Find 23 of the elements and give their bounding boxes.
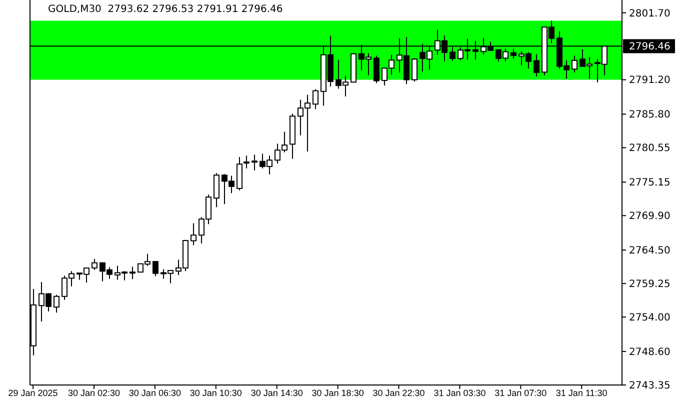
y-tick-label: 2785.80	[629, 110, 670, 121]
x-tick-label: 30 Jan 18:30	[312, 388, 364, 398]
x-tick-label: 30 Jan 10:30	[190, 388, 242, 398]
ref-line-label: 2796.46	[629, 42, 670, 53]
y-tick-label: 2780.55	[629, 143, 670, 154]
x-tick-label: 31 Jan 07:30	[494, 388, 547, 398]
x-tick-label: 30 Jan 02:30	[68, 388, 120, 398]
y-tick-label: 2801.70	[629, 8, 670, 20]
x-tick-label: 29 Jan 2025	[8, 388, 58, 398]
y-tick-label: 2759.25	[629, 279, 670, 290]
x-tick-label: 31 Jan 11:30	[556, 388, 608, 398]
x-tick-label: 30 Jan 22:30	[372, 388, 425, 398]
y-tick-label: 2769.90	[629, 211, 670, 222]
y-tick-label: 2743.35	[629, 380, 670, 392]
y-tick-label: 2748.60	[629, 347, 670, 358]
y-tick-label: 2764.50	[629, 246, 670, 257]
y-tick-label: 2775.15	[629, 178, 670, 189]
y-tick-label: 2754.00	[629, 312, 670, 324]
x-tick-label: 31 Jan 03:30	[434, 388, 486, 398]
x-tick-label: 30 Jan 06:30	[128, 388, 181, 398]
y-tick-label: 2791.20	[629, 75, 670, 86]
x-tick-label: 30 Jan 14:30	[250, 388, 303, 398]
chart-title: GOLD,M30 2793.62 2796.53 2791.91 2796.46	[48, 4, 283, 15]
